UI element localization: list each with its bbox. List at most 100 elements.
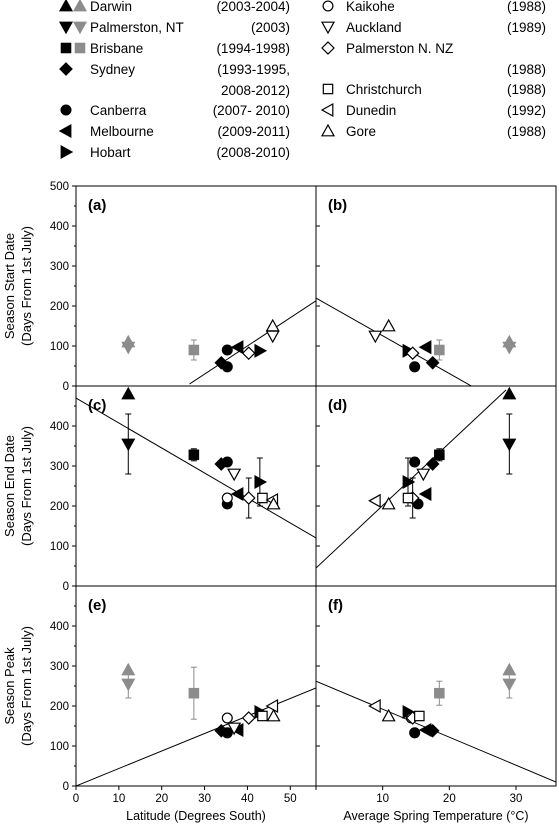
legend-label: Canberra bbox=[90, 103, 147, 118]
legend-label: Darwin bbox=[90, 0, 132, 14]
panel-label-f: (f) bbox=[328, 597, 343, 614]
x-tick-label-left: 50 bbox=[284, 793, 297, 805]
panel-label-b: (b) bbox=[328, 197, 347, 214]
row-label-3: Season Peak bbox=[2, 647, 17, 725]
data-point-e-10 bbox=[257, 710, 268, 722]
x-axis-label-right: Average Spring Temperature (°C) bbox=[343, 809, 528, 823]
legend-years: (2003-2004) bbox=[216, 0, 290, 14]
data-point-a-7 bbox=[254, 343, 268, 358]
data-point-d-3 bbox=[425, 457, 440, 471]
data-point-d-4 bbox=[409, 456, 421, 468]
legend-marker bbox=[59, 62, 73, 76]
y-tick-label: 400 bbox=[50, 221, 69, 233]
y-tick-label: 300 bbox=[50, 461, 69, 473]
y-tick-label: 200 bbox=[50, 701, 69, 713]
data-point-f-8 bbox=[414, 710, 425, 722]
legend-label: Melbourne bbox=[90, 124, 154, 139]
panel-label-a: (a) bbox=[88, 197, 106, 214]
data-point-b-4 bbox=[409, 361, 421, 373]
panel-label-d: (d) bbox=[328, 397, 347, 414]
legend-marker bbox=[60, 104, 72, 116]
data-point-d-11 bbox=[402, 492, 414, 504]
row-label-1: Season Start Date bbox=[2, 233, 17, 339]
legend-item-auckland: Auckland (1989) bbox=[320, 20, 546, 35]
legend-item-dunedin: Dunedin (1992) bbox=[320, 102, 546, 118]
legend-years: (1994-1998) bbox=[216, 41, 290, 56]
panel-f: (f) bbox=[316, 597, 556, 783]
y-tick-label: 100 bbox=[50, 341, 69, 353]
y-tick-label: 300 bbox=[50, 661, 69, 673]
data-point-c-2 bbox=[188, 449, 200, 461]
legend-label: Kaikohe bbox=[346, 0, 395, 14]
data-point-f-11 bbox=[425, 723, 440, 738]
data-point-a-9 bbox=[265, 318, 280, 332]
y-tick-label: 400 bbox=[50, 421, 69, 433]
legend-item-sydney: Sydney (1993-1995, 2008-2012) bbox=[59, 62, 290, 98]
legend-years: (2008-2010) bbox=[216, 145, 290, 160]
legend-marker bbox=[322, 83, 334, 95]
panel-c: (c) bbox=[76, 386, 316, 539]
x-tick-label-left: 0 bbox=[73, 793, 79, 805]
legend-label: Palmerston, NT bbox=[90, 20, 184, 35]
data-point-d-12 bbox=[368, 493, 381, 508]
data-point-d-2 bbox=[434, 449, 445, 461]
x-tick-label-right: 20 bbox=[443, 793, 456, 805]
legend-item-canberra: Canberra (2007- 2010) bbox=[60, 103, 290, 118]
legend-marker bbox=[72, 0, 88, 12]
legend-item-brisbane: Brisbane (1994-1998) bbox=[60, 41, 290, 56]
legend-item-kaikohe: Kaikohe (1988) bbox=[322, 0, 546, 14]
regression-line bbox=[316, 389, 507, 569]
y-tick-label: 200 bbox=[50, 501, 69, 513]
legend-years: (1992) bbox=[507, 103, 546, 118]
y-tick-label: 500 bbox=[50, 181, 69, 193]
legend-years: (1993-1995, bbox=[217, 62, 290, 77]
legend-item-gore: Gore (1988) bbox=[320, 123, 546, 139]
y-tick-label: 100 bbox=[50, 541, 69, 553]
legend-label: Brisbane bbox=[90, 41, 143, 56]
legend-item-palmerston-n-nz: Palmerston N. NZ (1988) bbox=[321, 41, 546, 77]
y-tick-label: 200 bbox=[50, 301, 69, 313]
legend-marker bbox=[321, 41, 335, 55]
data-point-b-2 bbox=[434, 344, 445, 356]
x-tick-label-left: 30 bbox=[198, 793, 211, 805]
row-label-2-sub: (Days From 1st July) bbox=[19, 426, 34, 546]
legend-years: (1988) bbox=[507, 82, 546, 97]
regression-line bbox=[76, 397, 316, 539]
legend-item-hobart: Hobart (2008-2010) bbox=[60, 144, 290, 160]
legend-marker bbox=[60, 42, 72, 54]
x-axis-label-left: Latitude (Degrees South) bbox=[126, 809, 266, 823]
data-point-d-13 bbox=[381, 496, 396, 510]
legend-marker bbox=[58, 123, 72, 139]
data-point-c-8 bbox=[230, 486, 244, 502]
legend-years: (2003) bbox=[251, 20, 290, 35]
legend-item-melbourne: Melbourne (2009-2011) bbox=[58, 123, 290, 139]
data-point-a-8 bbox=[241, 346, 256, 361]
data-point-a-6 bbox=[230, 340, 244, 355]
legend-years: (2009-2011) bbox=[217, 124, 290, 139]
legend-label: Christchurch bbox=[346, 82, 422, 97]
regression-line bbox=[316, 297, 472, 386]
data-point-c-9 bbox=[241, 491, 256, 505]
data-point-c-6 bbox=[221, 492, 233, 504]
panel-a: (a) bbox=[88, 197, 316, 385]
panels: (a) (b) (c) (d) (e) (f) bbox=[76, 197, 556, 786]
legend-marker bbox=[74, 42, 86, 54]
data-point-d-8 bbox=[418, 486, 432, 502]
data-point-b-8 bbox=[381, 318, 396, 332]
data-point-b-1 bbox=[502, 341, 517, 355]
data-point-e-2 bbox=[188, 687, 200, 699]
data-point-c-0 bbox=[121, 386, 136, 400]
data-point-b-9 bbox=[368, 330, 383, 344]
data-point-d-0 bbox=[502, 386, 517, 400]
y-tick-label: 0 bbox=[63, 781, 69, 793]
data-point-a-1 bbox=[121, 341, 136, 355]
data-point-a-10 bbox=[265, 330, 280, 344]
data-point-f-4 bbox=[381, 708, 396, 722]
data-point-d-1 bbox=[502, 438, 517, 452]
legend-label: Dunedin bbox=[346, 103, 396, 118]
data-point-e-7 bbox=[227, 722, 242, 736]
legend-item-darwin: Darwin (2003-2004) bbox=[58, 0, 290, 14]
legend-marker bbox=[320, 102, 334, 118]
legend-label: Palmerston N. NZ bbox=[346, 41, 453, 56]
